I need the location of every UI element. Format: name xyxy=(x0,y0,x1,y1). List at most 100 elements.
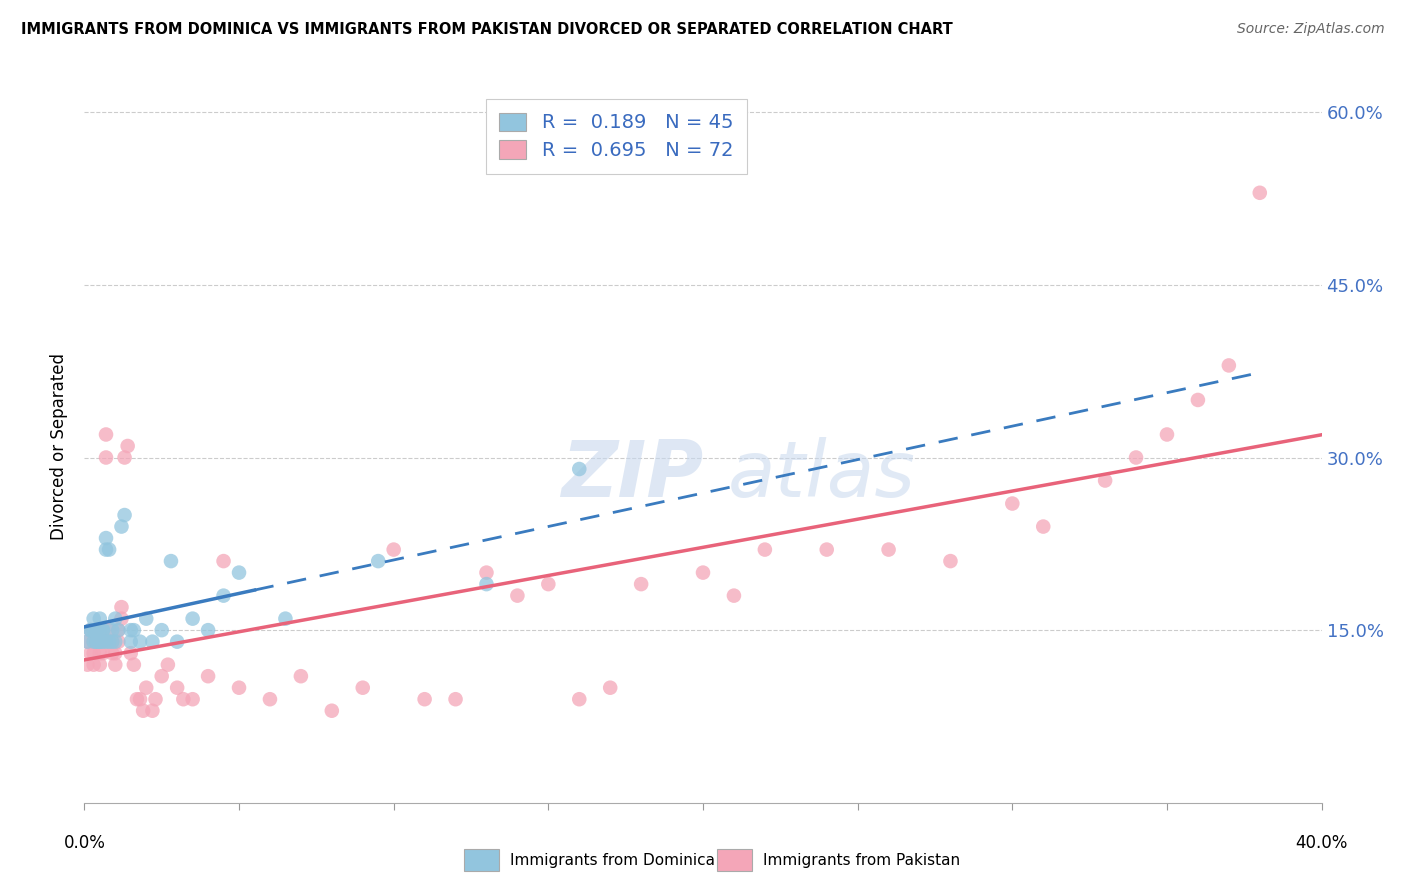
Point xyxy=(122,623,145,637)
Point xyxy=(1218,359,1240,373)
Point xyxy=(110,612,132,626)
Point xyxy=(150,669,173,683)
Point xyxy=(98,634,121,648)
Point xyxy=(110,600,132,615)
Point xyxy=(444,692,467,706)
Point xyxy=(101,623,124,637)
Point xyxy=(197,623,219,637)
Point xyxy=(156,657,179,672)
Point xyxy=(599,681,621,695)
Point xyxy=(568,462,591,476)
Point xyxy=(1249,186,1271,200)
Point xyxy=(89,634,111,648)
Point xyxy=(1094,474,1116,488)
Point xyxy=(129,634,152,648)
Point xyxy=(506,589,529,603)
Point xyxy=(104,634,127,648)
Point xyxy=(475,577,498,591)
Point xyxy=(228,566,250,580)
Point xyxy=(135,612,157,626)
Point xyxy=(79,623,101,637)
Point xyxy=(114,450,136,465)
Point xyxy=(76,657,98,672)
Point xyxy=(98,623,121,637)
Point xyxy=(107,623,129,637)
Text: Source: ZipAtlas.com: Source: ZipAtlas.com xyxy=(1237,22,1385,37)
Point xyxy=(98,542,121,557)
Point xyxy=(145,692,167,706)
Point xyxy=(160,554,183,568)
Point xyxy=(79,623,101,637)
Point xyxy=(76,634,98,648)
Text: 40.0%: 40.0% xyxy=(1295,834,1348,852)
Point xyxy=(1032,519,1054,533)
Point xyxy=(413,692,436,706)
Point xyxy=(274,612,297,626)
Point xyxy=(228,681,250,695)
Point xyxy=(89,623,111,637)
Point xyxy=(104,612,127,626)
Point xyxy=(122,657,145,672)
Point xyxy=(367,554,389,568)
Point xyxy=(132,704,155,718)
Point xyxy=(166,634,188,648)
Point xyxy=(120,634,142,648)
Point xyxy=(259,692,281,706)
Text: Immigrants from Pakistan: Immigrants from Pakistan xyxy=(763,854,960,868)
Point xyxy=(117,439,139,453)
Point xyxy=(94,531,117,545)
Point xyxy=(89,634,111,648)
Point xyxy=(141,704,163,718)
Point xyxy=(141,634,163,648)
Point xyxy=(382,542,405,557)
Point xyxy=(104,657,127,672)
Point xyxy=(101,634,124,648)
Point xyxy=(91,634,114,648)
Point xyxy=(91,623,114,637)
Point xyxy=(290,669,312,683)
Point xyxy=(89,646,111,660)
Point xyxy=(91,646,114,660)
Point xyxy=(110,519,132,533)
Text: 0.0%: 0.0% xyxy=(63,834,105,852)
Point xyxy=(754,542,776,557)
Point xyxy=(83,634,105,648)
Point xyxy=(321,704,343,718)
Point xyxy=(83,646,105,660)
Point xyxy=(104,646,127,660)
Point xyxy=(212,554,235,568)
Text: Immigrants from Dominica: Immigrants from Dominica xyxy=(510,854,716,868)
Point xyxy=(212,589,235,603)
Point xyxy=(83,612,105,626)
Point xyxy=(107,634,129,648)
Point xyxy=(114,508,136,522)
Point xyxy=(83,623,105,637)
Point xyxy=(107,623,129,637)
Point xyxy=(83,657,105,672)
Point xyxy=(86,634,108,648)
Text: IMMIGRANTS FROM DOMINICA VS IMMIGRANTS FROM PAKISTAN DIVORCED OR SEPARATED CORRE: IMMIGRANTS FROM DOMINICA VS IMMIGRANTS F… xyxy=(21,22,953,37)
Point xyxy=(94,634,117,648)
Point xyxy=(172,692,194,706)
Point xyxy=(135,681,157,695)
Point xyxy=(150,623,173,637)
Point xyxy=(94,427,117,442)
Point xyxy=(101,634,124,648)
Point xyxy=(101,646,124,660)
Point xyxy=(537,577,560,591)
Point xyxy=(1187,392,1209,407)
Point xyxy=(94,450,117,465)
Point xyxy=(352,681,374,695)
Point xyxy=(98,634,121,648)
Point xyxy=(129,692,152,706)
Text: ZIP: ZIP xyxy=(561,436,703,513)
Point xyxy=(939,554,962,568)
Point xyxy=(86,623,108,637)
Legend: R =  0.189   N = 45, R =  0.695   N = 72: R = 0.189 N = 45, R = 0.695 N = 72 xyxy=(485,99,747,174)
Point xyxy=(79,646,101,660)
Point xyxy=(1125,450,1147,465)
Point xyxy=(166,681,188,695)
Point xyxy=(89,612,111,626)
Point xyxy=(79,623,101,637)
Point xyxy=(1156,427,1178,442)
